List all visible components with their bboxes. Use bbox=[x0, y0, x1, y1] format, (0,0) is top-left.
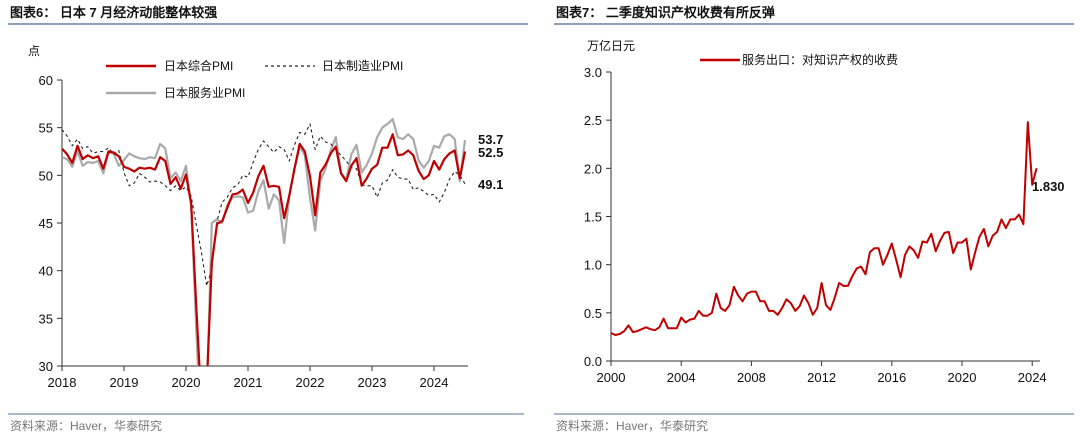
y-tick-label: 1.0 bbox=[584, 258, 602, 273]
x-tick-label: 2024 bbox=[420, 375, 449, 390]
x-tick-label: 2018 bbox=[48, 375, 77, 390]
composite-end-label: 52.5 bbox=[478, 145, 503, 160]
legend-manufacturing-label: 日本制造业PMI bbox=[322, 59, 403, 73]
manufacturing-pmi-line bbox=[62, 123, 466, 287]
legend-services-label: 日本服务业PMI bbox=[164, 85, 245, 100]
legend-ip-label: 服务出口：对知识产权的收费 bbox=[742, 52, 898, 67]
chart7-title: 图表7： 二季度知识产权收费有所反弹 bbox=[556, 5, 775, 20]
manufacturing-end-label: 49.1 bbox=[478, 177, 503, 192]
chart7-ylabel: 万亿日元 bbox=[587, 38, 635, 53]
chart6-ylabel: 点 bbox=[28, 44, 40, 58]
chart6-title: 图表6： 日本 7 月经济动能整体较强 bbox=[10, 5, 217, 20]
y-tick-label: 0.0 bbox=[584, 354, 602, 369]
legend-composite-label: 日本综合PMI bbox=[164, 58, 233, 73]
y-tick-label: 40 bbox=[39, 264, 53, 279]
x-tick-label: 2020 bbox=[172, 375, 201, 390]
chart6-source: 资料来源：Haver，华泰研究 bbox=[10, 418, 162, 433]
x-tick-label: 2012 bbox=[807, 370, 836, 385]
x-tick-label: 2023 bbox=[358, 375, 387, 390]
ip-end-label: 1.830 bbox=[1032, 179, 1065, 194]
y-tick-label: 55 bbox=[39, 121, 53, 136]
y-tick-label: 0.5 bbox=[584, 306, 602, 321]
x-tick-label: 2022 bbox=[296, 375, 325, 390]
x-tick-label: 2019 bbox=[110, 375, 139, 390]
x-tick-label: 2000 bbox=[597, 370, 626, 385]
chart7-source: 资料来源：Haver，华泰研究 bbox=[556, 418, 708, 433]
chart6-axes: 30 35 40 45 50 55 60 2018 2019 2020 2021 2022 2023 20… bbox=[39, 73, 468, 390]
services-end-label: 53.7 bbox=[478, 132, 503, 147]
chart6-plot bbox=[62, 117, 467, 366]
x-tick-label: 2008 bbox=[737, 370, 766, 385]
x-tick-label: 2021 bbox=[234, 375, 263, 390]
y-tick-label: 3.0 bbox=[584, 65, 602, 80]
y-tick-label: 45 bbox=[39, 216, 53, 231]
x-tick-label: 2024 bbox=[1018, 370, 1047, 385]
composite-pmi-line bbox=[62, 133, 467, 366]
ip-charges-line bbox=[610, 121, 1038, 336]
y-tick-label: 2.5 bbox=[584, 113, 602, 128]
chart7-axes: 0.0 0.5 1.0 1.5 2.0 2.5 3.0 2000 2004 2008 2012 201… bbox=[584, 65, 1047, 385]
chart7-plot bbox=[610, 121, 1038, 336]
y-tick-label: 60 bbox=[39, 73, 53, 88]
y-tick-label: 2.0 bbox=[584, 161, 602, 176]
y-tick-label: 1.5 bbox=[584, 210, 602, 225]
x-tick-label: 2020 bbox=[948, 370, 977, 385]
y-tick-label: 50 bbox=[39, 168, 53, 183]
x-tick-label: 2004 bbox=[667, 370, 696, 385]
x-tick-label: 2016 bbox=[877, 370, 906, 385]
y-tick-label: 35 bbox=[39, 311, 53, 326]
y-tick-label: 30 bbox=[39, 359, 53, 374]
services-pmi-line bbox=[62, 117, 467, 366]
